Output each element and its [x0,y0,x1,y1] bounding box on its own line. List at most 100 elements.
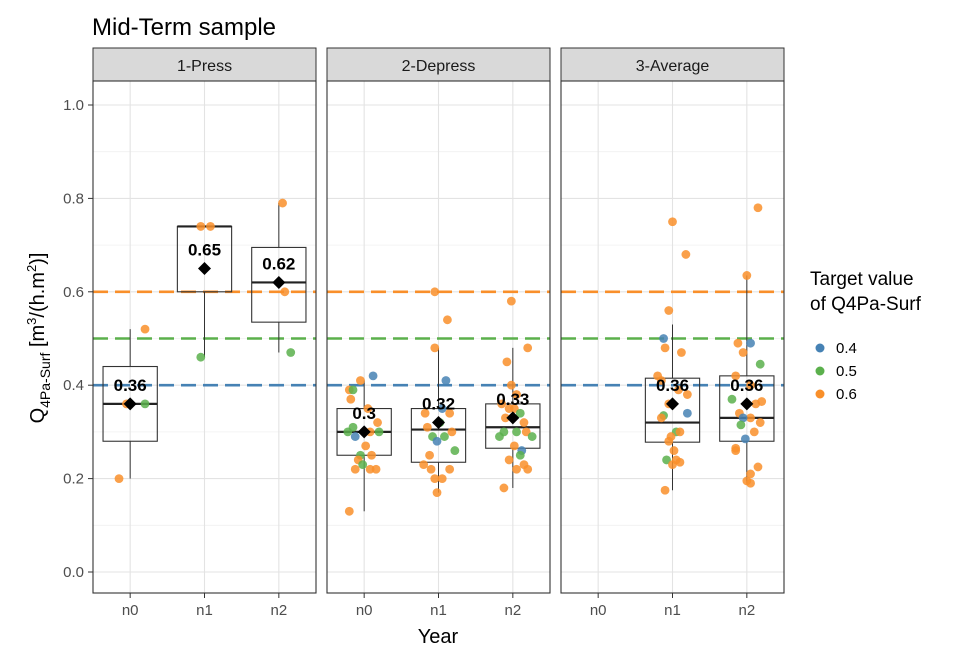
mean-marker [198,261,211,275]
mean-label: 0.36 [730,376,763,395]
legend-label-0.4: 0.4 [836,340,857,357]
data-point [371,464,381,474]
data-point [733,338,743,348]
data-point [664,306,674,315]
data-point [751,399,761,409]
box-n0: 0.3 [336,371,392,516]
data-point [512,427,521,437]
y-title-sup1: 3 [24,318,39,325]
data-point [363,404,373,413]
x-tick-label: n0 [590,602,607,619]
y-axis-title: Q4Pa-Surf [m3/(h.m2)] [24,253,53,424]
legend-title-line-1: Target value [810,269,914,290]
legend-label-0.5: 0.5 [836,363,857,380]
mean-marker [740,397,754,411]
data-point [348,422,358,432]
data-point [450,446,460,455]
data-point [753,203,763,213]
x-tick-label: n0 [122,602,139,619]
data-point [497,399,507,409]
data-point [346,394,356,404]
data-point [350,464,360,474]
data-point [674,385,683,395]
panel-2-Depress: 2-Depress 0.3 0.32 0.33 [326,47,551,594]
data-point [420,408,430,418]
mean-marker [506,411,520,425]
y-tick-label: 0.8 [63,190,84,207]
y-title-main: Q [27,408,49,424]
x-tick-label: n1 [664,602,681,619]
data-point [425,450,434,460]
mean-label: 0.33 [496,390,529,409]
data-point [523,343,533,353]
data-point [432,488,442,498]
panel-3-Average: 3-Average 0.36 0.36 [560,47,785,594]
data-point [506,296,516,306]
chart-title: Mid-Term sample [92,14,276,41]
data-point [437,404,447,413]
box-n2: 0.36 [719,203,775,488]
x-axis: n0 n1 n2 n0 n1 n2 n0 n1 n2 [122,593,755,619]
data-point [515,408,525,418]
data-point [519,418,529,427]
data-point [430,474,440,483]
data-point [749,427,759,437]
y-tick-label: 0.6 [63,284,84,301]
data-point [740,434,750,444]
y-axis: 0.0 0.2 0.4 0.6 0.8 1.0 [63,97,93,581]
data-point [430,287,440,297]
data-point [731,446,741,455]
data-point [286,348,296,357]
data-point [523,464,533,474]
data-point [440,432,449,441]
data-point [660,485,670,495]
y-title-sup2: 2 [24,265,39,272]
data-point [373,418,382,427]
legend: Target value of Q4Pa-Surf 0.4 0.5 0.6 [810,269,922,403]
mean-marker [432,416,445,430]
legend-title-line-2: of Q4Pa-Surf [810,294,922,315]
data-point [348,385,358,395]
x-tick-label: n2 [738,602,755,619]
data-point [280,287,290,297]
data-point [499,483,509,493]
data-point [506,380,516,390]
data-point [515,450,525,460]
y-title-unit-mid: /(h.m [27,272,49,318]
data-point [681,250,691,259]
data-point [445,464,455,474]
y-title-unit-pre: [m [27,325,49,353]
data-point [196,222,206,231]
mean-label: 0.3 [352,404,376,423]
data-point [445,408,455,418]
data-point [495,432,504,441]
facet-strip-label: 3-Average [636,58,710,75]
legend-key-0.6 [815,389,825,399]
data-point [441,376,451,385]
data-point [512,464,521,474]
data-point [746,469,755,479]
data-point [419,460,429,469]
mean-marker [123,397,137,411]
data-point [206,222,215,231]
mean-label: 0.65 [188,240,221,259]
data-point [502,357,512,367]
data-point [527,432,537,441]
data-point [512,390,521,399]
mean-marker [666,397,679,411]
data-point [738,413,748,423]
y-tick-label: 0.0 [63,564,84,581]
data-point [358,460,368,469]
legend-label-0.6: 0.6 [836,386,857,403]
box-iqr [251,246,307,323]
y-title-unit-post: )] [27,253,49,265]
data-point [430,343,440,353]
data-point [659,334,668,343]
data-point [344,506,354,516]
data-point [367,450,376,460]
data-point [114,474,124,483]
x-tick-label: n1 [196,602,213,619]
panel-1-Press: 1-Press 0.36 0.65 0.62 [92,47,317,594]
data-point [509,441,519,451]
data-point [668,217,677,227]
